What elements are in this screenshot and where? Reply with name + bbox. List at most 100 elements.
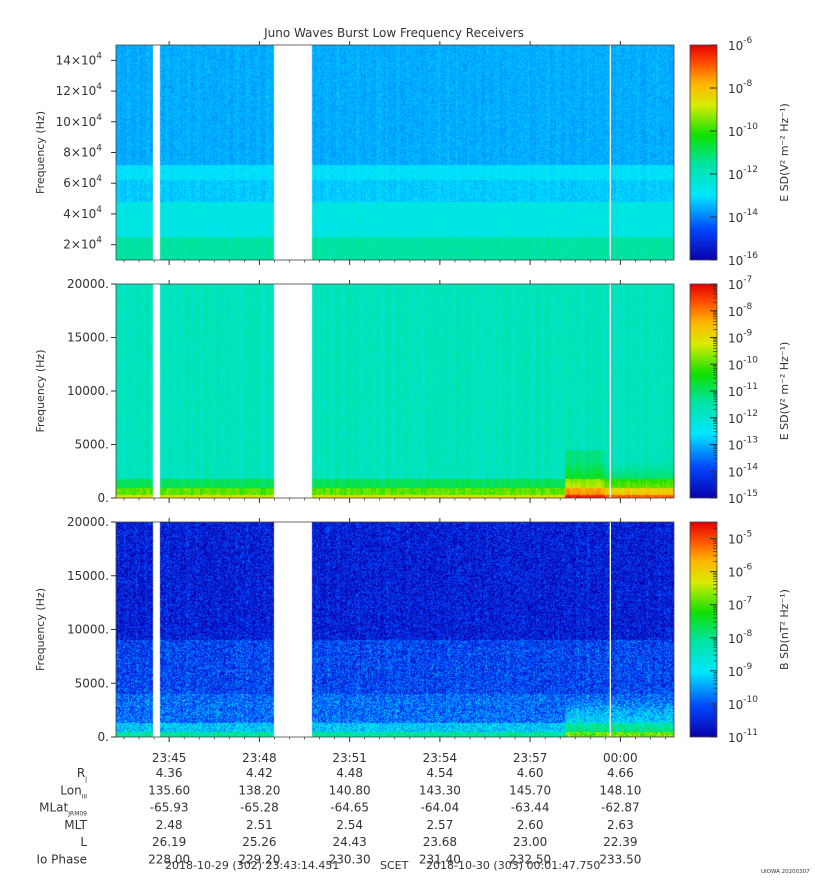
- y-tick-label: 0.: [98, 730, 109, 744]
- colorbar-tick-exponent: -7: [743, 596, 752, 606]
- ephemeris-row-label: L: [80, 835, 87, 849]
- y-tick-label: 10×104: [56, 113, 103, 129]
- colorbar-tick-exponent: -14: [743, 462, 758, 472]
- panel-middle: 0. 5000. 10000. 15000. 20000. Frequency (Hz) 1…: [34, 275, 791, 506]
- colorbar-tick-exponent: -9: [743, 662, 752, 672]
- ephemeris-value: 23.00: [513, 835, 547, 849]
- y-tick-label: 10000.: [67, 384, 109, 398]
- y-axis-label: Frequency (Hz): [34, 588, 47, 671]
- ephemeris-value: 140.80: [329, 783, 371, 797]
- ephemeris-value: 228.00: [148, 853, 190, 867]
- ephemeris-value: 4.48: [336, 766, 363, 780]
- colorbar-tick-label: 10-16: [728, 251, 758, 268]
- ephemeris-value: 145.70: [509, 783, 551, 797]
- ephemeris-value: 4.54: [427, 766, 454, 780]
- y-tick-label: 4×104: [63, 205, 102, 221]
- colorbar-tick-exponent: -15: [743, 489, 758, 499]
- y-tick-exponent: 4: [96, 236, 102, 246]
- colorbar-tick-label: 10-8: [728, 302, 753, 319]
- colorbar-tick-label: 10-9: [728, 662, 753, 679]
- colorbar-tick-label: 10-11: [728, 728, 758, 745]
- ephemeris-value: -65.93: [150, 801, 189, 815]
- colorbar-label: B SD(nT² Hz⁻¹): [778, 589, 791, 670]
- ephemeris-value: 232.50: [509, 853, 551, 867]
- colorbar-tick-exponent: -7: [743, 275, 752, 285]
- time-tick-label: 23:54: [423, 751, 458, 765]
- colorbar-tick-label: 10-8: [728, 629, 753, 646]
- ephemeris-value: 22.39: [603, 835, 637, 849]
- y-tick-label: 20000.: [67, 277, 109, 291]
- colorbar-tick-exponent: -12: [743, 165, 758, 175]
- spectrogram-image: [116, 284, 674, 498]
- ephemeris-value: 24.43: [332, 835, 366, 849]
- colorbar-tick-label: 10-9: [728, 329, 753, 346]
- colorbar-tick-exponent: -10: [743, 355, 758, 365]
- colorbar-tick-label: 10-6: [728, 563, 753, 580]
- y-tick-label: 14×104: [56, 51, 103, 67]
- colorbar-tick-exponent: -11: [743, 728, 758, 738]
- ephemeris-row-label: MLatJRM09: [39, 801, 87, 818]
- ephemeris-value: -63.44: [511, 801, 550, 815]
- ephemeris-value: 233.50: [599, 853, 641, 867]
- ephemeris-row-subscript: III: [82, 793, 88, 800]
- y-tick-label: 5000.: [75, 676, 109, 690]
- ephemeris-value: 2.51: [246, 818, 273, 832]
- ephemeris-value: -64.65: [330, 801, 369, 815]
- time-tick-label: 23:45: [152, 751, 187, 765]
- colorbar-tick-exponent: -9: [743, 329, 752, 339]
- colorbar-tick-exponent: -5: [743, 530, 752, 540]
- y-tick-exponent: 4: [96, 144, 102, 154]
- colorbar-tick-label: 10-15: [728, 489, 758, 506]
- time-tick-label: 23:51: [332, 751, 367, 765]
- ephemeris-value: 4.60: [517, 766, 544, 780]
- ephemeris-value: -64.04: [421, 801, 460, 815]
- colorbar-tick-label: 10-7: [728, 596, 752, 613]
- y-tick-label: 15000.: [67, 331, 109, 345]
- colorbar-tick-label: 10-12: [728, 409, 758, 426]
- colorbar-tick-label: 10-14: [728, 462, 758, 479]
- y-tick-exponent: 4: [96, 174, 102, 184]
- ephemeris-row-label: MLT: [64, 818, 87, 832]
- y-axis-label: Frequency (Hz): [34, 350, 47, 433]
- colorbar-tick-exponent: -8: [743, 79, 752, 89]
- ephemeris-value: 229.20: [238, 853, 280, 867]
- y-tick-label: 10000.: [67, 623, 109, 637]
- colorbar: [689, 44, 718, 261]
- figure-title: Juno Waves Burst Low Frequency Receivers: [263, 26, 524, 40]
- ephemeris-table: RJ 4.36 4.42 4.48 4.54 4.60 4.66 LonIII 135.60 13…: [36, 766, 641, 867]
- colorbar-tick-exponent: -16: [743, 251, 758, 261]
- colorbar: [689, 521, 718, 738]
- y-tick-label: 5000.: [75, 438, 109, 452]
- ephemeris-value: 4.36: [156, 766, 183, 780]
- colorbar-tick-exponent: -10: [743, 695, 758, 705]
- y-tick-label: 12×104: [56, 82, 103, 98]
- colorbar-tick-exponent: -6: [743, 563, 752, 573]
- ephemeris-value: 2.63: [607, 818, 634, 832]
- colorbar-tick-label: 10-14: [728, 208, 758, 225]
- ephemeris-value: 2.60: [517, 818, 544, 832]
- colorbar-tick-exponent: -12: [743, 409, 758, 419]
- colorbar-tick-label: 10-6: [728, 36, 753, 53]
- ephemeris-value: -62.87: [601, 801, 640, 815]
- colorbar-tick-exponent: -10: [743, 122, 758, 132]
- ephemeris-value: 135.60: [148, 783, 190, 797]
- ephemeris-value: 231.40: [419, 853, 461, 867]
- panels: 2×104 4×104 6×104 8×104 10×104 12×104 14×104 Fr…: [34, 36, 791, 745]
- colorbar-tick-label: 10-10: [728, 122, 758, 139]
- y-tick-exponent: 4: [96, 205, 102, 215]
- ephemeris-row-label: RJ: [77, 766, 87, 783]
- colorbar-tick-exponent: -8: [743, 302, 752, 312]
- ephemeris-row-label: LonIII: [60, 783, 87, 800]
- colorbar-tick-exponent: -14: [743, 208, 758, 218]
- colorbar-tick-exponent: -13: [743, 436, 758, 446]
- ephemeris-value: 4.66: [607, 766, 634, 780]
- ephemeris-value: 4.42: [246, 766, 273, 780]
- ephemeris-value: -65.28: [240, 801, 279, 815]
- ephemeris-value: 23.68: [423, 835, 457, 849]
- ephemeris-row-subscript: JRM09: [67, 811, 87, 818]
- y-tick-label: 8×104: [63, 144, 102, 160]
- colorbar-label: E SD(V² m⁻² Hz⁻¹): [778, 342, 791, 441]
- colorbar-tick-label: 10-13: [728, 436, 758, 453]
- ephemeris-value: 2.48: [156, 818, 183, 832]
